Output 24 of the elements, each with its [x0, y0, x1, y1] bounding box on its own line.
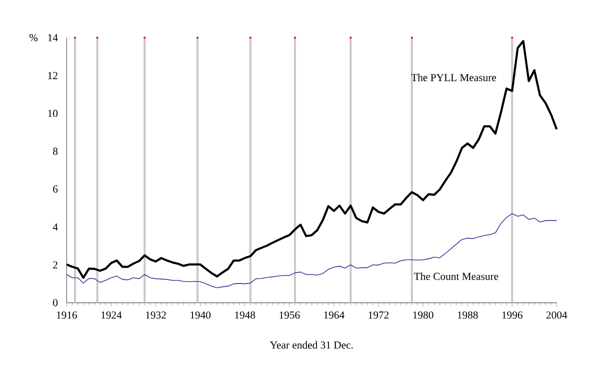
x-tick-label: 2004 [546, 311, 568, 319]
x-tick-label: 1988 [458, 311, 478, 319]
y-tick-label: 6 [53, 186, 58, 193]
x-tick-label: 1924 [101, 311, 122, 319]
y-tick-label: 4 [52, 223, 58, 231]
x-tick-label: 1972 [368, 311, 389, 319]
x-tick-label: 1948 [235, 311, 256, 319]
x-tick-label: 1956 [280, 311, 300, 319]
x-tick-label: 1932 [146, 311, 166, 319]
x-tick-label: 1916 [56, 311, 78, 319]
x-tick-label: 1980 [413, 311, 434, 319]
y-tick-label: 10 [48, 110, 58, 117]
y-tick-label: 8 [53, 148, 58, 155]
y-axis-title: % [29, 34, 38, 42]
y-tick-label: 12 [48, 72, 58, 80]
y-tick-label: 2 [53, 261, 58, 268]
x-tick-label: 1964 [324, 311, 344, 319]
x-tick-label: 1996 [502, 311, 522, 319]
x-axis-title: Year ended 31 Dec. [270, 341, 353, 349]
y-tick-label: 14 [48, 34, 58, 42]
series-label: The Count Measure [414, 272, 498, 280]
x-tick-label: 1940 [190, 311, 211, 319]
y-tick-label: 0 [53, 299, 58, 306]
series-label: The PYLL Measure [411, 74, 496, 82]
